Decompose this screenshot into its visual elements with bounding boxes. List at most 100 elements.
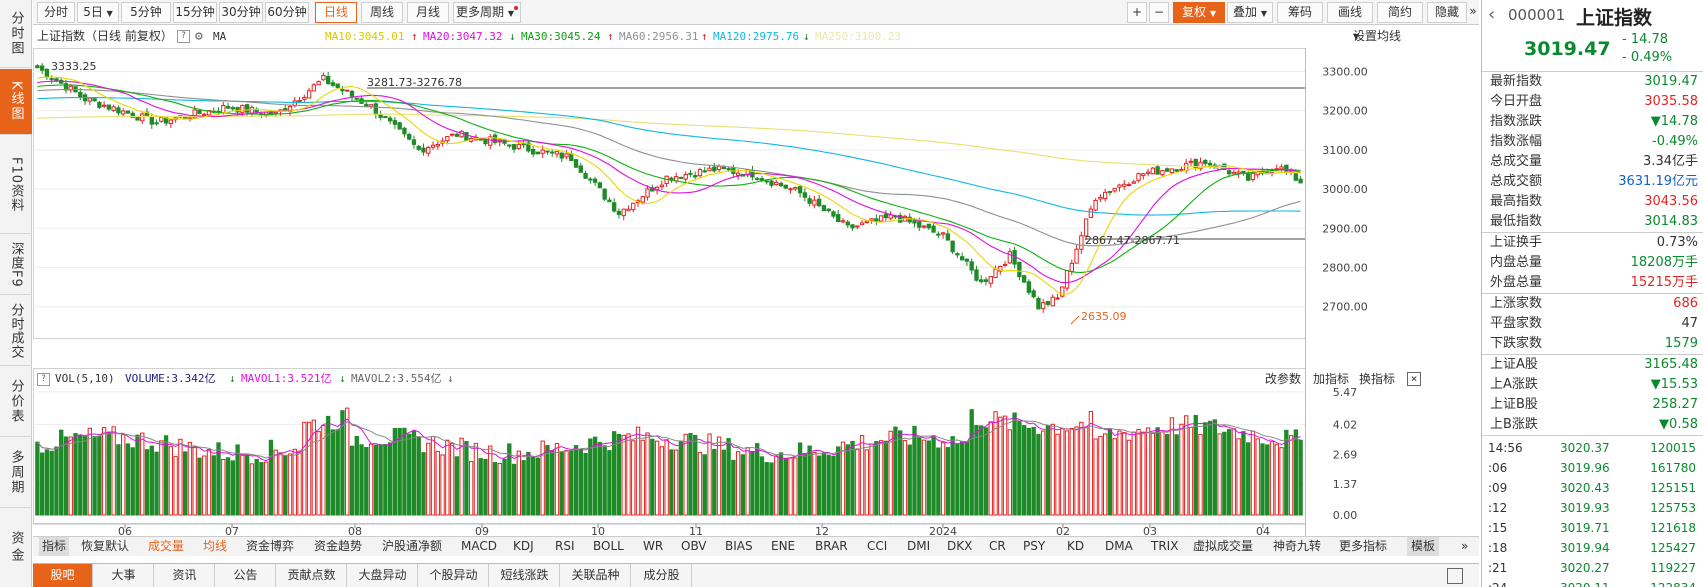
mavol1-value: MAVOL1:3.521亿 bbox=[241, 372, 332, 385]
volume-bar bbox=[1045, 425, 1051, 516]
candle-body bbox=[969, 261, 974, 271]
indicator-ma[interactable]: 均线 bbox=[203, 539, 228, 553]
btab-contribution[interactable]: 贡献点数 bbox=[277, 564, 347, 587]
tick-row: :09 3020.43 125151 bbox=[1482, 478, 1703, 498]
close-icon[interactable]: × bbox=[1407, 372, 1421, 386]
indicator-bias[interactable]: BIAS bbox=[725, 539, 753, 553]
indicator-virtual-volume[interactable]: 虚拟成交量 bbox=[1193, 539, 1254, 553]
indicator-reset[interactable]: 恢复默认 bbox=[81, 539, 130, 553]
tab-fenshi[interactable]: 分时图 bbox=[0, 0, 32, 68]
more-arrow-icon[interactable]: » bbox=[1469, 4, 1477, 18]
candle-body bbox=[35, 65, 40, 69]
btab-market-moves[interactable]: 大盘异动 bbox=[348, 564, 418, 587]
stat-label: 总成交量 bbox=[1490, 154, 1543, 169]
chips-button[interactable]: 筹码 bbox=[1277, 2, 1323, 23]
tab-f9[interactable]: 深度F9 bbox=[0, 235, 32, 295]
candle-body bbox=[530, 148, 536, 155]
indicator-dma[interactable]: DMA bbox=[1105, 539, 1133, 553]
indicator-trix[interactable]: TRIX bbox=[1151, 539, 1179, 553]
btab-stock-moves[interactable]: 个股异动 bbox=[419, 564, 489, 587]
indicator-wr[interactable]: WR bbox=[643, 539, 664, 553]
candle-body bbox=[559, 152, 564, 159]
indicator-more[interactable]: 更多指标 bbox=[1339, 539, 1388, 553]
volume-bar bbox=[483, 458, 488, 516]
indicator-kd[interactable]: KD bbox=[1067, 539, 1085, 553]
indicator-northbound[interactable]: 沪股通净额 bbox=[382, 539, 443, 553]
volume-bar bbox=[859, 435, 865, 516]
tab-multi-period[interactable]: 多周期 bbox=[0, 438, 32, 508]
zoom-in-button[interactable]: + bbox=[1127, 2, 1147, 23]
period-weekly[interactable]: 周线 bbox=[361, 2, 403, 23]
indicator-boll[interactable]: BOLL bbox=[593, 539, 624, 553]
btab-related[interactable]: 关联品种 bbox=[561, 564, 631, 587]
indicator-cr[interactable]: CR bbox=[989, 539, 1006, 553]
help-icon[interactable]: ? bbox=[177, 30, 190, 43]
btab-guba[interactable]: 股吧 bbox=[33, 564, 93, 587]
btab-short-term[interactable]: 短线涨跌 bbox=[490, 564, 560, 587]
indicator-kdj[interactable]: KDJ bbox=[513, 539, 534, 553]
period-5day-label: 5日 bbox=[83, 5, 103, 19]
indicator-template[interactable]: 模板 bbox=[1407, 537, 1440, 556]
simple-button[interactable]: 简约 bbox=[1377, 2, 1423, 23]
volume-bar bbox=[449, 442, 455, 516]
indicator-fund-trend[interactable]: 资金趋势 bbox=[314, 539, 363, 553]
price-change: - 14.78 bbox=[1622, 32, 1669, 47]
period-5day[interactable]: 5日 ▼ bbox=[77, 2, 119, 23]
indicator-rsi[interactable]: RSI bbox=[555, 539, 575, 553]
tick-time: :12 bbox=[1488, 501, 1508, 515]
back-arrow-icon[interactable]: ‹ bbox=[1488, 4, 1496, 25]
volume-bar bbox=[373, 444, 379, 516]
kline-chart[interactable]: 3300.00 3200.00 3100.00 3000.00 2900.00 2800.… bbox=[33, 48, 1479, 536]
tab-trades[interactable]: 分时成交 bbox=[0, 296, 32, 366]
period-daily[interactable]: 日线 bbox=[315, 2, 357, 23]
volume-bar bbox=[440, 454, 445, 516]
edit-params-button[interactable]: 改参数 bbox=[1265, 372, 1302, 386]
period-15min[interactable]: 15分钟 bbox=[173, 2, 217, 23]
zoom-out-button[interactable]: − bbox=[1149, 2, 1169, 23]
add-indicator-button[interactable]: 加指标 bbox=[1313, 372, 1350, 386]
indicator-brar[interactable]: BRAR bbox=[815, 539, 848, 553]
draw-line-button[interactable]: 画线 bbox=[1327, 2, 1373, 23]
hide-button[interactable]: 隐藏 bbox=[1427, 2, 1467, 23]
indicator-psy[interactable]: PSY bbox=[1023, 539, 1046, 553]
indicator-cci[interactable]: CCI bbox=[867, 539, 888, 553]
period-30min[interactable]: 30分钟 bbox=[219, 2, 263, 23]
overlay-button[interactable]: 叠加 ▼ bbox=[1227, 2, 1273, 23]
btab-events[interactable]: 大事 bbox=[94, 564, 154, 587]
period-fenshi[interactable]: 分时 bbox=[37, 2, 75, 23]
candle-body bbox=[1145, 171, 1151, 174]
indicator-dkx[interactable]: DKX bbox=[947, 539, 973, 553]
period-5min[interactable]: 5分钟 bbox=[121, 2, 171, 23]
indicator-ene[interactable]: ENE bbox=[771, 539, 796, 553]
indicator-macd[interactable]: MACD bbox=[461, 539, 497, 553]
btab-constituents[interactable]: 成分股 bbox=[632, 564, 692, 587]
tab-f10[interactable]: F10资料 bbox=[0, 136, 32, 234]
indicator-volume[interactable]: 成交量 bbox=[148, 539, 185, 553]
indicator-tab-bar: 指标 恢复默认 成交量 均线 资金博弈 资金趋势 沪股通净额 MACD KDJ … bbox=[33, 536, 1479, 556]
collapse-panel-icon[interactable] bbox=[1447, 568, 1463, 584]
period-more[interactable]: 更多周期 ▼ bbox=[453, 2, 521, 23]
help-icon[interactable]: ? bbox=[37, 373, 50, 386]
candle-body bbox=[407, 133, 412, 140]
fuquan-button[interactable]: 复权 ▼ bbox=[1173, 2, 1225, 23]
price-tick-label: 3100.00 bbox=[1322, 144, 1368, 157]
chevron-right-icon[interactable]: » bbox=[1461, 539, 1469, 553]
gear-icon[interactable]: ⚙ bbox=[195, 29, 203, 44]
btab-news[interactable]: 资讯 bbox=[155, 564, 215, 587]
tab-price-table[interactable]: 分价表 bbox=[0, 367, 32, 437]
btab-announcements[interactable]: 公告 bbox=[216, 564, 276, 587]
volume-bar bbox=[321, 424, 326, 516]
volume-tick-label: 5.47 bbox=[1333, 386, 1358, 399]
indicator-dmi[interactable]: DMI bbox=[907, 539, 931, 553]
indicator-obv[interactable]: OBV bbox=[681, 539, 707, 553]
indicator-td9[interactable]: 神奇九转 bbox=[1273, 539, 1322, 553]
period-monthly[interactable]: 月线 bbox=[407, 2, 449, 23]
tab-kline[interactable]: K线图 bbox=[0, 69, 32, 135]
switch-indicator-button[interactable]: 换指标 bbox=[1359, 372, 1396, 386]
candle-body bbox=[774, 181, 779, 186]
volume-bar bbox=[407, 433, 412, 516]
period-60min[interactable]: 60分钟 bbox=[265, 2, 309, 23]
indicator-fund-game[interactable]: 资金博弈 bbox=[246, 539, 295, 553]
tab-funds[interactable]: 资金 bbox=[0, 509, 32, 587]
volume-bar bbox=[121, 434, 126, 516]
